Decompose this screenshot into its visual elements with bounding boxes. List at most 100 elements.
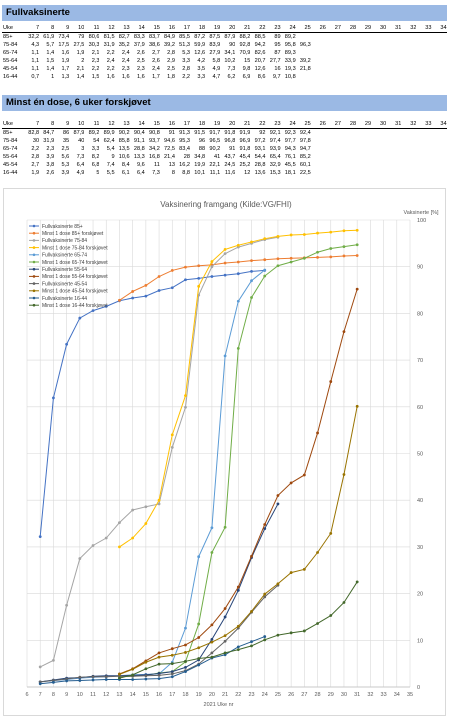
data-point [197, 276, 201, 280]
table-cell: 76,1 [284, 154, 296, 160]
table-cell: 27,9 [209, 50, 221, 56]
table-cell [401, 41, 416, 49]
table-cell [341, 41, 356, 49]
table-cell [371, 145, 386, 153]
table-cell: 86 [63, 130, 70, 136]
table-cell: 13,5 [118, 146, 130, 152]
table-cell: 1,7 [61, 66, 70, 72]
table-cell: 90 [229, 42, 236, 48]
table-cell: 83,9 [209, 42, 221, 48]
data-point [38, 682, 42, 686]
row-label: 16-44 [3, 170, 18, 176]
table-cell: 34,8 [194, 154, 206, 160]
table-cell: 83,4 [179, 146, 191, 152]
table-cell [416, 169, 431, 177]
table-cell [401, 33, 416, 42]
table-cell [341, 57, 356, 65]
data-point [157, 673, 161, 677]
table-cell: 16,8 [148, 154, 160, 160]
data-point [276, 502, 280, 506]
data-point [197, 622, 201, 626]
table-cell: 3,3 [197, 74, 206, 80]
table-row: 45-54 1,1 1,4 1,7 2,1 2,2 2,2 2,3 2,3 2,4 2,5 2,8 3,… [2, 65, 447, 73]
table-cell: 65,4 [269, 154, 281, 160]
table-cell: 33,9 [284, 58, 296, 64]
header-week: 11 [84, 120, 100, 129]
data-point [197, 646, 201, 650]
data-point [197, 636, 201, 639]
table-cell: 31,9 [43, 138, 55, 144]
table-cell [311, 161, 326, 169]
data-point [223, 252, 227, 256]
table-cell [371, 153, 386, 161]
table-cell: 87,9 [224, 34, 236, 40]
table-cell [341, 49, 356, 57]
table-cell: 2,3 [46, 146, 55, 152]
data-point [104, 304, 108, 308]
table-cell [416, 57, 431, 65]
table-cell: 4,9 [76, 170, 85, 176]
table-cell [356, 33, 371, 42]
table-cell: 19,9 [194, 162, 206, 168]
table-cell: 2,2 [91, 66, 100, 72]
table-cell: 13,3 [133, 154, 145, 160]
data-point [78, 679, 82, 682]
table-cell [401, 57, 416, 65]
table-cell: 28,8 [133, 146, 145, 152]
x-tick-label: 28 [314, 692, 320, 698]
data-point [223, 248, 227, 251]
x-tick-label: 14 [130, 692, 136, 698]
table-cell [401, 49, 416, 57]
data-point [52, 680, 55, 684]
data-point [197, 663, 201, 667]
table-cell: 1,1 [31, 58, 40, 64]
header-week: 28 [340, 24, 357, 33]
table-cell [386, 65, 401, 73]
data-point [342, 245, 346, 249]
table-cell [341, 33, 356, 42]
data-point [223, 651, 227, 655]
table-cell [371, 57, 386, 65]
table-cell: 1,9 [31, 170, 40, 176]
data-point [144, 677, 148, 681]
chart-container: 6 7 8 9 10 11 12 13 14 15 16 17 18 19 20 21 22 23 24 25 26 27… [3, 188, 446, 716]
data-point [289, 481, 293, 485]
table-cell: 93,9 [269, 146, 281, 152]
legend-label: Minst 1 dose 85+ forskjøvet [42, 231, 104, 237]
table-cell: 2,4 [152, 66, 160, 72]
table-cell: 88 [198, 146, 206, 152]
legend-marker [32, 267, 36, 271]
data-point [276, 494, 280, 497]
table-cell: 1,9 [61, 58, 70, 64]
table-cell [341, 169, 356, 177]
table-cell [371, 161, 386, 169]
table-cell [296, 49, 311, 57]
data-point [170, 672, 174, 676]
table-cell: 92,8 [239, 42, 251, 48]
legend-label: Minst 1 dose 75-84 forskjøvet [42, 245, 108, 251]
table-cell [416, 129, 431, 138]
table-cell [416, 33, 431, 42]
table-cell [341, 161, 356, 169]
table-cell [371, 65, 386, 73]
row-label: 65-74 [3, 146, 18, 152]
data-point [236, 645, 240, 649]
table-cell: 18,1 [284, 170, 296, 176]
table-cell [311, 57, 326, 65]
table-cell: 4,9 [212, 66, 221, 72]
table-cell: 2,7 [31, 162, 40, 168]
header-week: 7 [24, 120, 40, 129]
table-cell [371, 33, 386, 42]
data-point [250, 554, 253, 558]
data-point [263, 268, 267, 272]
data-point [131, 667, 135, 671]
data-point [236, 585, 240, 589]
table-cell: 2,3 [121, 66, 130, 72]
header-week: 30 [371, 120, 387, 129]
table-cell: 1,1 [31, 50, 40, 56]
table-cell: 94,7 [299, 146, 311, 152]
table-cell: 96 [198, 138, 206, 144]
table-cell: 51,3 [179, 42, 191, 48]
data-point [197, 284, 201, 288]
data-point [316, 622, 319, 625]
